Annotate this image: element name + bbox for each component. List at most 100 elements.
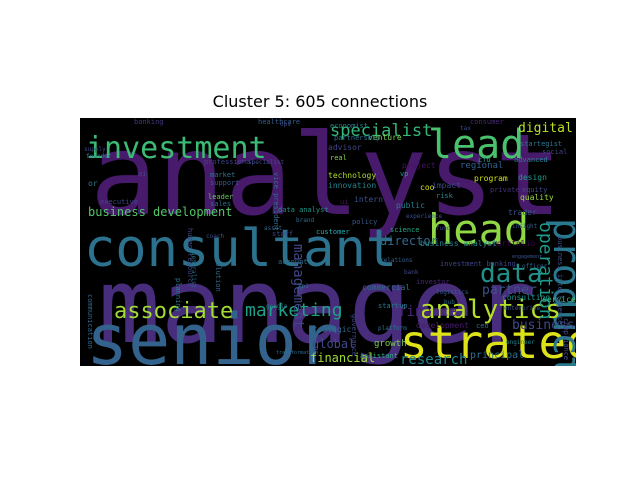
word-public: public bbox=[396, 201, 425, 210]
word-marketing: marketing bbox=[245, 300, 343, 321]
word-sales: sales bbox=[210, 200, 231, 208]
word-business-intelligence: business intelligence bbox=[556, 236, 564, 325]
word-relations: relations bbox=[380, 257, 413, 264]
word-tax: tax bbox=[460, 125, 471, 132]
word-investment: investment bbox=[86, 131, 267, 166]
word-growth: growth bbox=[374, 339, 407, 349]
word-consulting: consulting bbox=[502, 293, 550, 302]
chart-title: Cluster 5: 605 connections bbox=[212, 92, 428, 111]
word-director: director bbox=[380, 234, 438, 248]
word-solution: solution bbox=[214, 258, 222, 292]
word-strategy: strategy bbox=[400, 315, 576, 366]
word-account: account bbox=[278, 258, 308, 266]
word-leader: leader bbox=[208, 193, 233, 201]
word-services: services bbox=[542, 295, 576, 304]
word-investment-banking: investment banking bbox=[440, 260, 516, 268]
word-digital: digital bbox=[518, 121, 573, 136]
word-research: research bbox=[400, 352, 467, 366]
word-logistics: logistics bbox=[436, 289, 469, 296]
word-portfolio: portfolio bbox=[492, 239, 536, 248]
word-financial: financial bbox=[310, 351, 375, 365]
word-supply: supply bbox=[84, 146, 106, 153]
word-professional: professional bbox=[204, 158, 255, 166]
word-design: design bbox=[518, 173, 547, 182]
word-technology: technology bbox=[328, 171, 376, 180]
word-governance: governance bbox=[350, 314, 358, 356]
word-compliance: compliance bbox=[562, 318, 570, 360]
word-platform: platform bbox=[378, 325, 407, 332]
word-risk: risk bbox=[436, 192, 454, 200]
word-google: google bbox=[266, 303, 288, 310]
word-business-analyst: business analyst bbox=[420, 239, 497, 248]
word-private: private bbox=[490, 186, 520, 194]
word-program: program bbox=[474, 174, 508, 183]
word-principal: principal bbox=[470, 350, 524, 361]
word-global: global bbox=[312, 337, 355, 351]
word-advanced: advanced bbox=[514, 156, 548, 164]
word-quality: quality bbox=[520, 193, 554, 202]
word-partner: partner bbox=[482, 283, 537, 298]
word-data-analyst: data analyst bbox=[278, 206, 329, 214]
word-trader: trader bbox=[508, 208, 537, 217]
word-founder: founder bbox=[86, 153, 112, 160]
word-consumer: consumer bbox=[470, 118, 504, 126]
word-strategic: strategic bbox=[308, 325, 352, 334]
word-business: business bbox=[512, 318, 575, 333]
word-head: head bbox=[428, 205, 529, 254]
word-partnership: partnership bbox=[334, 134, 380, 142]
word-cloud: analyst manager consultant senior investment… bbox=[80, 118, 576, 366]
word-ceo: ceo bbox=[476, 322, 489, 330]
word-vice-president: vice president bbox=[272, 172, 280, 231]
word-manager: manager bbox=[98, 245, 536, 366]
word-intern: intern bbox=[354, 195, 383, 204]
word-social: social bbox=[542, 148, 567, 156]
word-communication: communication bbox=[86, 294, 94, 349]
word-cfo: cfo bbox=[478, 156, 491, 164]
word-healthcare: healthcare bbox=[258, 118, 300, 126]
word-management: management bbox=[290, 244, 306, 328]
word-advisor: advisor bbox=[328, 143, 362, 152]
word-coach: coach bbox=[206, 233, 224, 240]
word-generalist: generalist bbox=[190, 252, 197, 289]
word-specialist: specialist bbox=[330, 121, 432, 141]
word-consultant: consultant bbox=[84, 219, 397, 279]
word-customer: customer bbox=[316, 228, 350, 236]
word-real: real bbox=[330, 154, 347, 162]
word-ops: ops bbox=[280, 121, 291, 128]
word-ai: ai bbox=[138, 170, 146, 178]
word-or: or bbox=[88, 179, 98, 188]
word-impact: impact bbox=[432, 181, 461, 190]
word-startegist: startegist bbox=[520, 140, 562, 148]
word-project: project bbox=[402, 161, 436, 170]
word-brand: brand bbox=[296, 217, 314, 224]
word-analyst: analyst bbox=[90, 118, 562, 241]
word-lead: lead bbox=[428, 122, 524, 168]
word-innovation: innovation bbox=[328, 181, 376, 190]
word-staff: staff bbox=[272, 230, 293, 238]
word-equity: equity bbox=[522, 186, 547, 194]
word-development: development bbox=[416, 321, 469, 330]
word-fund: fund bbox=[436, 225, 451, 232]
word-commercial: commercial bbox=[362, 283, 410, 292]
word-bank: bank bbox=[404, 269, 419, 276]
word-transformation: transformation bbox=[276, 350, 318, 356]
word-startup: startup bbox=[378, 302, 408, 310]
word-officer: officer bbox=[522, 263, 548, 270]
word-regional: regional bbox=[460, 161, 503, 171]
word-venture: venture bbox=[368, 133, 402, 142]
word-banking: banking bbox=[134, 118, 164, 126]
word-data: data bbox=[480, 259, 543, 289]
word-planning: planning bbox=[174, 278, 182, 312]
word-coo: coo bbox=[420, 183, 435, 192]
word-insight: insight bbox=[512, 223, 538, 230]
word-finance: finance bbox=[398, 304, 457, 320]
word-policy: policy bbox=[352, 218, 377, 226]
word-market: market bbox=[210, 171, 235, 179]
word-asset: asset bbox=[264, 225, 282, 232]
word-assistant: assistant bbox=[360, 352, 398, 360]
word-economist: economist bbox=[330, 122, 368, 130]
word-specialist: specialist bbox=[248, 159, 285, 166]
word-executive: executive bbox=[100, 198, 138, 206]
word-engineer: engineer bbox=[506, 339, 535, 346]
